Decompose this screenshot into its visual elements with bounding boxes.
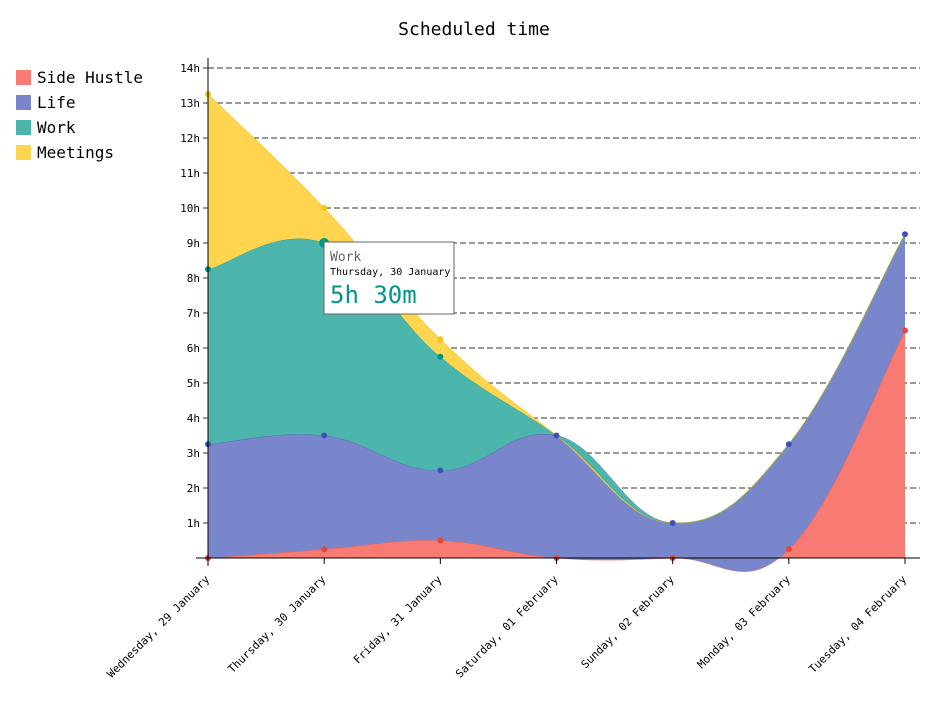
legend: Side Hustle Life Work Meetings	[16, 68, 143, 162]
point-life[interactable]	[437, 467, 444, 474]
y-tick-label: 10h	[180, 202, 200, 215]
tooltip-box	[323, 241, 455, 315]
point-life[interactable]	[321, 432, 328, 439]
chart-title: Scheduled time	[398, 19, 550, 40]
tooltip-x-label: Thursday, 30 January	[330, 267, 450, 278]
point-work[interactable]	[437, 353, 444, 360]
y-tick-label: 9h	[187, 237, 200, 250]
x-tick-label: Wednesday, 29 January	[105, 573, 213, 681]
y-tick-label: 5h	[187, 377, 200, 390]
tooltip-series: Work	[330, 250, 361, 265]
point-life[interactable]	[553, 432, 560, 439]
point-life[interactable]	[785, 441, 792, 448]
x-tick-label: Friday, 31 January	[351, 573, 445, 667]
y-tick-label: 13h	[180, 97, 200, 110]
x-tick-label: Monday, 03 February	[695, 573, 793, 671]
y-axis-ticks: 1h 2h 3h 4h 5h 6h 7h 8h 9h 10h 11h 12h 13h 14h	[180, 62, 208, 530]
y-tick-label: 3h	[187, 447, 200, 460]
legend-swatch-side-hustle[interactable]	[16, 70, 31, 85]
area-life	[208, 234, 905, 572]
x-tick-label: Sunday, 02 February	[579, 573, 677, 671]
series-points	[205, 91, 908, 561]
axes	[196, 58, 920, 566]
y-tick-label: 8h	[187, 272, 200, 285]
legend-label-work: Work	[37, 118, 76, 137]
point-meetings[interactable]	[321, 205, 328, 211]
tooltip: Work Thursday, 30 January 5h 30m	[323, 241, 455, 315]
series-areas	[207, 93, 906, 573]
y-tick-label: 1h	[187, 517, 200, 530]
point-meetings[interactable]	[437, 336, 444, 343]
y-tick-label: 6h	[187, 342, 200, 355]
y-tick-label: 4h	[187, 412, 200, 425]
y-tick-label: 14h	[180, 62, 200, 75]
legend-swatch-work[interactable]	[16, 120, 31, 135]
legend-swatch-meetings[interactable]	[16, 145, 31, 160]
y-tick-label: 11h	[180, 167, 200, 180]
point-life[interactable]	[669, 520, 676, 526]
point-side-hustle[interactable]	[437, 537, 444, 544]
y-tick-label: 7h	[187, 307, 200, 320]
legend-label-side-hustle: Side Hustle	[37, 68, 143, 87]
x-axis-ticks: Wednesday, 29 January Thursday, 30 Januar…	[105, 558, 909, 681]
point-side-hustle[interactable]	[902, 327, 908, 334]
x-tick-label: Thursday, 30 January	[225, 573, 328, 676]
x-tick-label: Saturday, 01 February	[453, 573, 561, 681]
legend-label-meetings: Meetings	[37, 143, 114, 162]
y-tick-label: 2h	[187, 482, 200, 495]
point-side-hustle[interactable]	[785, 546, 792, 553]
tooltip-value: 5h 30m	[330, 281, 417, 309]
y-tick-label: 12h	[180, 132, 200, 145]
x-tick-label: Tuesday, 04 February	[806, 573, 909, 676]
legend-swatch-life[interactable]	[16, 95, 31, 110]
area-side-hustle	[208, 330, 905, 572]
point-side-hustle[interactable]	[321, 546, 328, 553]
point-life[interactable]	[902, 231, 908, 238]
legend-label-life: Life	[37, 93, 76, 112]
